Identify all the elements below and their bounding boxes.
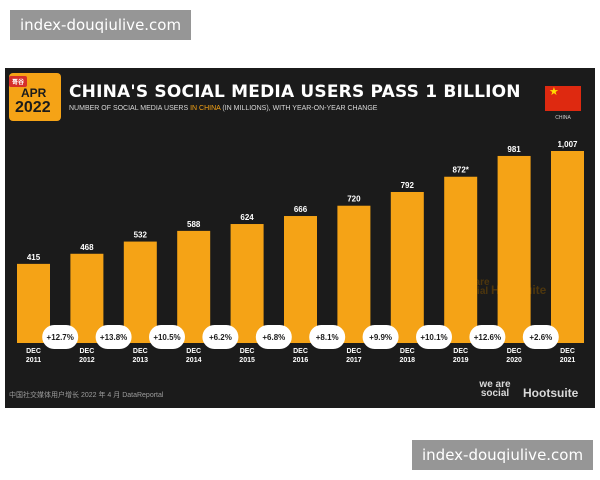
bar-value-label: 624 <box>240 213 254 222</box>
flag-star-icon: ★ <box>549 86 559 98</box>
bar <box>444 176 478 343</box>
chart-title: CHINA'S SOCIAL MEDIA USERS PASS 1 BILLIO… <box>69 82 521 102</box>
x-tick-label-month: DEC <box>133 348 148 355</box>
infographic-slide: 哥谷 APR 2022 CHINA'S SOCIAL MEDIA USERS P… <box>5 68 595 408</box>
yoy-change-pill <box>362 325 399 349</box>
x-tick-label-year: 2020 <box>506 357 522 364</box>
yoy-change-pill <box>202 325 239 349</box>
bar <box>230 224 264 343</box>
bar-value-label: 588 <box>187 220 201 229</box>
yoy-change-label: +10.5% <box>153 333 180 342</box>
x-tick-label-month: DEC <box>186 348 201 355</box>
x-tick-label-month: DEC <box>507 348 522 355</box>
yoy-change-label: +10.1% <box>420 333 447 342</box>
bar <box>70 253 104 343</box>
bar-value-label: 666 <box>294 205 308 214</box>
x-tick-label-month: DEC <box>560 348 575 355</box>
chart-subtitle: NUMBER OF SOCIAL MEDIA USERS IN CHINA (I… <box>69 105 377 112</box>
bar-value-label: 792 <box>401 181 415 190</box>
x-tick-label-year: 2019 <box>453 357 469 364</box>
yoy-change-label: +6.8% <box>262 333 285 342</box>
bar <box>284 216 317 343</box>
date-badge: 哥谷 APR 2022 <box>9 73 61 121</box>
bar-value-label: 1,007 <box>557 140 578 149</box>
x-tick-label-year: 2017 <box>346 357 362 364</box>
yoy-change-label: +12.6% <box>474 333 501 342</box>
subtitle-suffix: (IN MILLIONS), WITH YEAR-ON-YEAR CHANGE <box>220 105 378 112</box>
we-are-social-logo: we are social <box>479 379 511 399</box>
yoy-change-label: +6.2% <box>209 333 232 342</box>
yoy-change-pill <box>309 325 346 349</box>
x-tick-label-year: 2012 <box>79 357 95 364</box>
subtitle-prefix: NUMBER OF SOCIAL MEDIA USERS <box>69 105 191 112</box>
bar <box>551 151 584 343</box>
watermark-top: index-douqiulive.com <box>10 10 192 40</box>
yoy-change-pill <box>416 325 452 349</box>
x-tick-label-month: DEC <box>26 348 41 355</box>
yoy-change-label: +2.6% <box>529 333 552 342</box>
bar <box>17 263 50 343</box>
x-tick-label-month: DEC <box>400 348 415 355</box>
yoy-change-label: +9.9% <box>369 333 392 342</box>
yoy-change-label: +12.7% <box>47 333 74 342</box>
bar-value-label: 468 <box>80 243 94 252</box>
x-tick-label-year: 2014 <box>186 357 202 364</box>
bar-value-label: 532 <box>134 231 148 240</box>
yoy-change-pill <box>255 325 292 349</box>
china-flag-icon: ★ <box>545 86 581 111</box>
badge-month: APR <box>21 86 47 100</box>
yoy-change-pill <box>42 325 79 349</box>
x-tick-label-month: DEC <box>240 348 255 355</box>
bar <box>177 230 211 343</box>
x-tick-label-year: 2011 <box>26 357 41 364</box>
x-tick-label-year: 2021 <box>560 357 576 364</box>
yoy-change-pill <box>469 325 506 349</box>
yoy-change-pill <box>522 325 559 349</box>
badge-tag: 哥谷 <box>9 76 28 87</box>
x-tick-label-year: 2018 <box>400 357 416 364</box>
yoy-change-label: +8.1% <box>316 333 339 342</box>
bar-value-label: 415 <box>27 253 41 262</box>
bar-value-label: 981 <box>507 145 521 154</box>
bar <box>390 191 424 343</box>
bar <box>497 155 531 343</box>
bar-chart: 415 DEC 2011 468 DEC 2012 532 DEC 2013 588 DEC 2014… <box>17 140 584 364</box>
bar <box>337 205 371 343</box>
yoy-change-label: +13.8% <box>100 333 127 342</box>
x-tick-label-year: 2013 <box>133 357 149 364</box>
subtitle-highlight: IN CHINA <box>190 105 221 112</box>
footer-source-text: 中国社交媒体用户增长 2022 年 4 月 DataReportal <box>9 392 164 399</box>
x-tick-label-month: DEC <box>293 348 308 355</box>
bar-value-label: 720 <box>347 195 361 204</box>
x-tick-label-year: 2016 <box>293 357 309 364</box>
badge-year: 2022 <box>15 99 51 116</box>
x-tick-label-month: DEC <box>347 348 362 355</box>
x-tick-label-month: DEC <box>453 348 468 355</box>
watermark-bottom: index-douqiulive.com <box>412 440 594 470</box>
hootsuite-logo: Hootsuite <box>523 386 579 400</box>
flag-label: CHINA <box>555 115 571 121</box>
yoy-change-pill <box>149 325 185 349</box>
bar <box>123 241 157 343</box>
yoy-change-pill <box>95 325 132 349</box>
bar-value-label: 872* <box>452 166 469 175</box>
x-tick-label-month: DEC <box>80 348 95 355</box>
x-tick-label-year: 2015 <box>239 357 255 364</box>
